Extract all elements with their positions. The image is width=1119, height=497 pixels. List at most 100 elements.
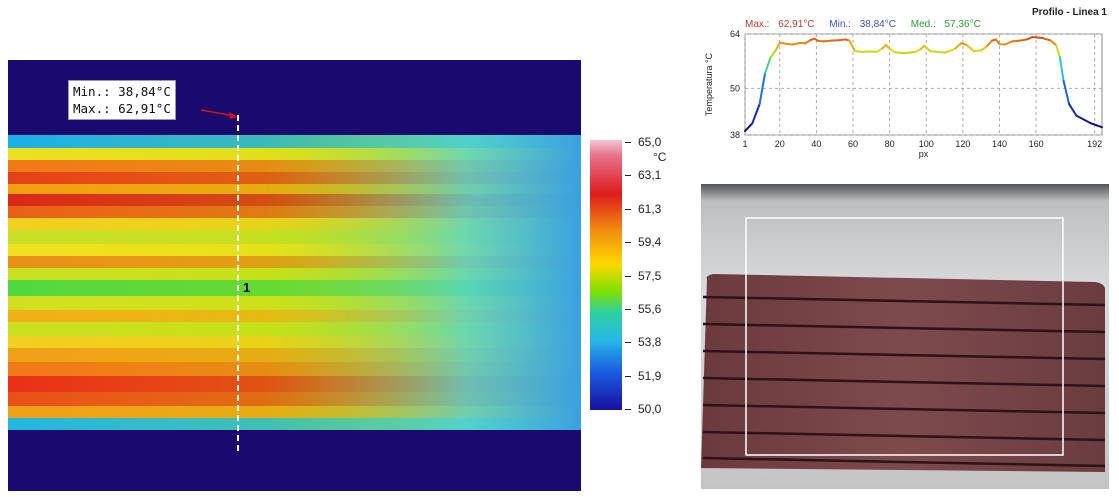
profile-chart: 38 50 64 1 20 40 60 80 100 120 140 160 192 px Temperat…: [700, 25, 1110, 175]
profile-line-segment: [769, 48, 778, 59]
scale-tick-mark: [625, 242, 631, 244]
x-tick-label: 140: [992, 139, 1007, 149]
scale-tick-mark: [625, 375, 631, 377]
x-axis-label: px: [919, 149, 929, 159]
profile-line-segment: [972, 49, 983, 53]
scale-tick-label: 51,9: [638, 368, 662, 383]
y-tick-label: 50: [730, 83, 740, 93]
line-1-label: 1: [243, 280, 251, 295]
profile-line-segment: [1049, 39, 1058, 47]
scale-tick-mark: [625, 308, 631, 310]
scale-tick-label: 53,8: [638, 335, 662, 350]
x-tick-label: 120: [955, 139, 970, 149]
scale-tick-mark: [625, 142, 631, 143]
scale-tick-label: 50,0: [638, 402, 662, 416]
scale-tick-mark: [625, 275, 631, 277]
scale-tick-mark: [625, 208, 631, 210]
wood-grooves: [702, 295, 1106, 468]
y-tick-label: 38: [730, 130, 740, 140]
profile-line-segment: [837, 38, 847, 42]
profile-line-segment: [1055, 44, 1061, 59]
profile-line-segment: [949, 47, 957, 53]
profile-line-segment: [751, 102, 761, 125]
profile-line-segment: [1062, 79, 1071, 105]
scale-unit: °C: [653, 150, 667, 164]
x-tick-label: 192: [1087, 139, 1102, 149]
thermal-heatmap: [8, 109, 581, 455]
wood-board: [701, 274, 1105, 472]
profile-line-segment: [791, 41, 801, 46]
photo-top-shadow: [701, 184, 1109, 269]
x-tick-label: 1: [742, 139, 747, 149]
profile-stats: Max.: 62,91°C Min.: 38,84°C Med.: 57,36°…: [745, 19, 993, 30]
wood-groove: [702, 295, 1106, 307]
profile-line-segment: [954, 42, 963, 50]
y-axis-label: Temperatura °C: [704, 52, 714, 116]
thermal-image: Min.: 38,84°C Max.: 62,91°C 1: [8, 60, 581, 491]
profile-line-segment: [1018, 38, 1028, 42]
profile-line-segment: [928, 50, 939, 53]
wood-groove: [702, 349, 1106, 361]
wood-groove: [702, 376, 1106, 388]
scale-tick-mark: [625, 342, 631, 344]
profile-line-segment: [1082, 118, 1093, 125]
profile-line-segment: [888, 47, 897, 54]
profile-line-segment: [804, 38, 812, 45]
profile-line-segment: [764, 56, 772, 74]
min-value: 38,84°C: [118, 84, 171, 99]
profile-line-segment: [923, 44, 931, 53]
x-tick-label: 20: [775, 139, 785, 149]
profile-line-segment: [965, 43, 975, 53]
x-tick-label: 160: [1029, 139, 1044, 149]
profile-line-segment: [980, 45, 988, 52]
plot-area: [744, 33, 1103, 136]
x-tick-label: 60: [848, 139, 858, 149]
profile-line-segment: [1003, 40, 1014, 46]
x-tick-label: 100: [919, 139, 934, 149]
y-tick-label: 64: [730, 29, 740, 39]
profile-line-segment: [875, 47, 884, 53]
profile-line-segment: [985, 39, 994, 48]
stat-avg: Med.: 57,36°C: [910, 19, 981, 30]
max-arrow-head: [229, 112, 238, 119]
thermal-cool-edge: [8, 135, 581, 430]
scale-tick-label: 63,1: [638, 168, 662, 183]
fov-rectangle: [745, 217, 1064, 456]
visible-photo: [701, 184, 1109, 489]
max-arrow: [200, 109, 236, 117]
x-tick-label: 80: [885, 139, 895, 149]
profile-title: Profilo - Linea 1: [1031, 7, 1107, 18]
profile-line-segment: [1011, 39, 1021, 43]
scale-tick-label: 57,5: [638, 268, 662, 283]
stat-min: Min.: 38,84°C: [829, 19, 896, 30]
profile-line-segment: [1068, 102, 1078, 117]
profile-line-segment: [848, 39, 856, 53]
scale-tick-label: 61,3: [638, 201, 662, 216]
profile-line-segment: [784, 42, 794, 46]
profile-line-segment: [775, 41, 781, 51]
wood-groove: [702, 403, 1106, 415]
profile-line-segment: [894, 51, 904, 55]
scale-tick-mark: [625, 409, 631, 410]
wood-groove: [702, 430, 1106, 442]
scale-tick-label: 65,0: [638, 135, 662, 149]
profile-line-segment: [758, 71, 767, 105]
profile-line-segment: [822, 39, 833, 43]
scale-tick-mark: [625, 175, 631, 177]
color-scale: °C 65,0 63,1 61,3 59,4 57,5 55,6 53,8 51,9 50,0: [590, 135, 686, 416]
max-label: Max.:: [73, 101, 111, 116]
min-label: Min.:: [73, 84, 111, 99]
wood-groove: [702, 456, 1106, 468]
profile-line-segment: [853, 50, 864, 53]
profile-line-segment: [914, 48, 922, 53]
max-value: 62,91°C: [118, 101, 171, 116]
color-scale-bar: [590, 140, 622, 410]
profile-line-segment: [1042, 37, 1052, 42]
wood-groove: [702, 322, 1106, 334]
profile-line-segment: [1075, 114, 1085, 121]
profile-line-segment: [1058, 56, 1065, 82]
profile-line-segment: [1090, 122, 1103, 129]
stat-max: Max.: 62,91°C: [745, 19, 815, 30]
x-tick-label: 40: [811, 139, 821, 149]
